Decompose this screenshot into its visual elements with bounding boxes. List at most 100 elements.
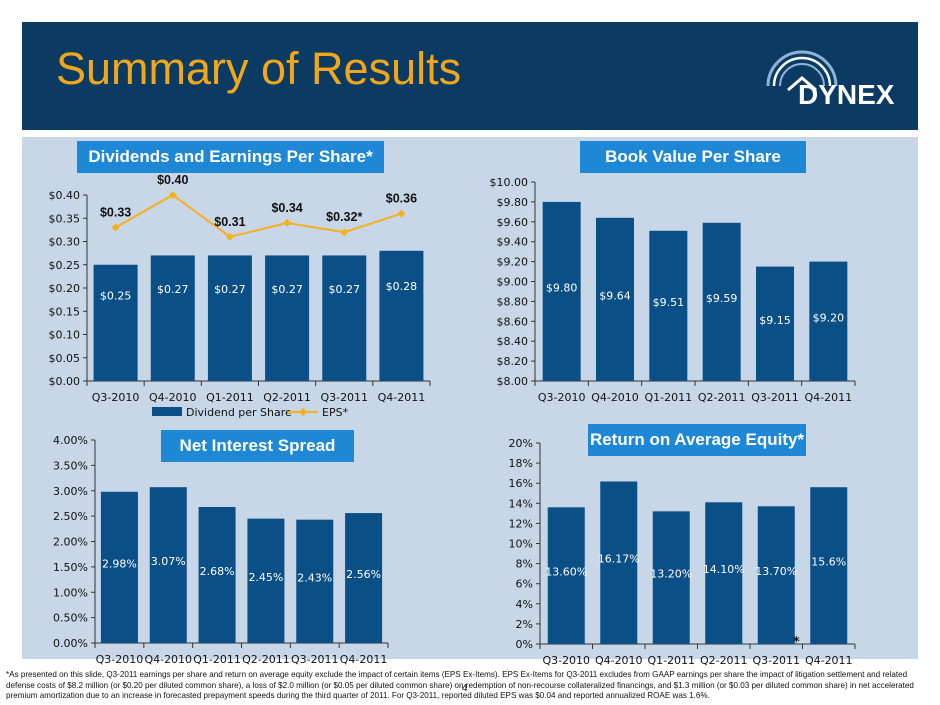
y-tick-label: $8.80	[497, 295, 529, 308]
y-tick-label: 3.50%	[53, 459, 88, 472]
legend-label-eps: EPS*	[322, 406, 349, 419]
bar-data-label: $0.27	[214, 283, 246, 296]
bar	[149, 487, 187, 643]
bar	[296, 519, 334, 643]
y-tick-label: 1.50%	[53, 561, 88, 574]
y-tick-label: 12%	[509, 517, 533, 530]
y-tick-label: $0.05	[49, 352, 81, 365]
legend-marker-eps	[299, 408, 307, 416]
y-tick-label: 10%	[509, 538, 533, 551]
bar-data-label: $9.51	[653, 296, 685, 309]
y-tick-label: 8%	[516, 558, 533, 571]
y-tick-label: $0.00	[49, 375, 81, 388]
bar-data-label: $0.27	[271, 283, 303, 296]
eps-point	[283, 218, 292, 227]
x-tick-label: Q3-2011	[751, 391, 799, 404]
y-tick-label: 16%	[509, 477, 533, 490]
bar-data-label: $9.80	[546, 281, 578, 294]
x-tick-label: Q4-2010	[144, 653, 192, 666]
bar	[596, 217, 634, 381]
bar	[322, 255, 367, 381]
bar	[379, 250, 424, 381]
x-tick-label: Q3-2010	[92, 391, 140, 404]
x-tick-label: Q3-2011	[752, 654, 800, 667]
bar-data-label: $9.20	[813, 311, 845, 324]
eps-point	[111, 223, 120, 232]
bar-data-label: $0.27	[329, 283, 361, 296]
y-tick-label: $9.00	[497, 276, 529, 289]
x-tick-label: Q2-2011	[698, 391, 746, 404]
bar	[705, 502, 743, 644]
x-tick-label: Q3-2011	[291, 653, 339, 666]
bar-data-label: $9.64	[599, 289, 631, 302]
eps-point	[340, 228, 349, 237]
x-tick-label: Q3-2010	[96, 653, 144, 666]
badge-book-value: Book Value Per Share	[580, 141, 806, 173]
x-tick-label: Q3-2010	[538, 391, 586, 404]
y-tick-label: 0%	[516, 638, 533, 651]
bar	[757, 506, 795, 644]
bar-data-label: 2.45%	[248, 571, 283, 584]
bar	[649, 230, 688, 381]
badge-dividends-eps: Dividends and Earnings Per Share*	[77, 141, 384, 173]
chart-book-value: $8.00 $8.20 $8.40 $8.60 $8.80 $9.00 $9.20 $9.40…	[490, 176, 856, 404]
y-tick-label: 14%	[509, 497, 533, 510]
y-tick-label: $0.25	[49, 259, 81, 272]
logo-text: DYNEX	[798, 79, 895, 110]
eps-point	[225, 232, 234, 241]
bar	[600, 481, 638, 644]
bar-data-label: 15.6%	[811, 556, 846, 569]
page-title: Summary of Results	[56, 43, 462, 94]
page-number: 4	[462, 683, 468, 694]
x-tick-label: Q3-2010	[542, 654, 590, 667]
y-tick-label: $9.80	[497, 196, 529, 209]
y-tick-label: $0.15	[49, 305, 81, 318]
bar-data-label: $9.59	[706, 292, 738, 305]
bar	[100, 491, 138, 643]
y-tick-label: 2.50%	[53, 510, 88, 523]
bar-data-label: 13.60%	[545, 566, 587, 579]
legend-swatch-dividend	[152, 407, 182, 416]
bar	[93, 264, 138, 381]
x-tick-label: Q4-2011	[340, 653, 388, 666]
y-tick-label: 6%	[516, 578, 533, 591]
bar-data-label: 13.70%	[755, 565, 797, 578]
bar	[702, 222, 741, 381]
eps-line	[115, 193, 402, 238]
x-tick-label: Q1-2011	[193, 653, 241, 666]
bar	[547, 507, 585, 644]
y-tick-label: $0.30	[49, 236, 81, 249]
bar-data-label: $0.27	[157, 283, 189, 296]
eps-data-label: $0.34	[271, 201, 302, 215]
y-tick-label: 18%	[509, 457, 533, 470]
y-tick-label: $8.40	[497, 335, 529, 348]
x-tick-label: Q4-2011	[805, 391, 853, 404]
y-tick-label: 4%	[516, 598, 533, 611]
y-tick-label: $9.60	[497, 216, 529, 229]
y-tick-label: 20%	[509, 437, 533, 450]
eps-data-label: $0.40	[157, 173, 188, 187]
footnote: *As presented on this slide, Q3-2011 ear…	[6, 670, 914, 700]
bar-data-label: 13.20%	[650, 568, 692, 581]
bar	[652, 511, 690, 644]
bar-data-label: 2.43%	[297, 571, 332, 584]
y-tick-label: $9.20	[497, 256, 529, 269]
bar-data-label: $0.28	[386, 280, 418, 293]
bar	[150, 255, 195, 381]
chart-net-interest-spread: 0.00% 0.50% 1.00% 1.50% 2.00% 2.50% 3.00% 3.50%…	[53, 434, 389, 666]
x-tick-label: Q1-2011	[647, 654, 695, 667]
y-tick-label: $9.40	[497, 236, 529, 249]
x-tick-label: Q2-2011	[242, 653, 290, 666]
dynex-logo: DYNEX	[766, 50, 895, 110]
y-tick-label: $10.00	[490, 176, 529, 189]
chart-roae: 0% 2% 4% 6% 8% 10% 12% 14% 16% 18% 20% Q3-2010 Q4-20…	[509, 437, 856, 667]
dynex-house-arc-icon	[766, 50, 838, 92]
y-tick-label: $0.35	[49, 212, 81, 225]
bar	[810, 487, 848, 644]
eps-data-label: $0.31	[214, 215, 245, 229]
eps-point	[397, 209, 406, 218]
roae-annotation-asterisk: *	[793, 635, 800, 650]
x-tick-label: Q1-2011	[645, 391, 693, 404]
y-tick-label: $8.60	[497, 315, 529, 328]
eps-data-label: $0.36	[386, 192, 417, 206]
